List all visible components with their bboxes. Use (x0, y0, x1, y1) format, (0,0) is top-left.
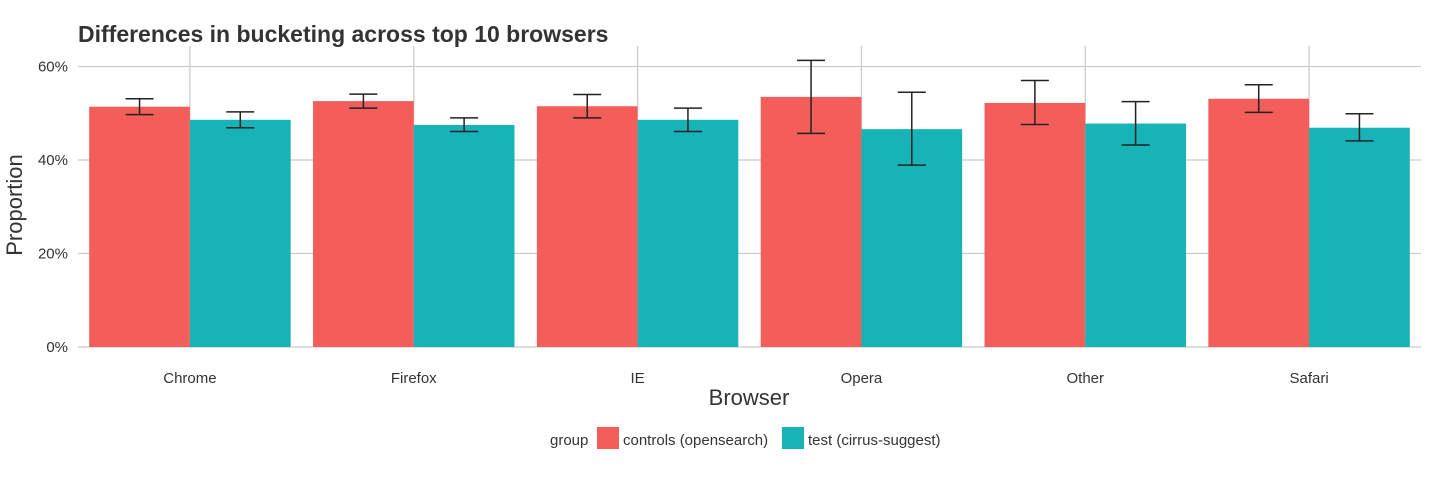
bar (536, 106, 638, 347)
chart-title: Differences in bucketing across top 10 b… (78, 21, 608, 47)
bar (1208, 98, 1310, 347)
error-bar (1345, 112, 1374, 142)
error-bar (450, 117, 479, 133)
bar (984, 102, 1086, 347)
x-tick-label: Safari (1289, 370, 1328, 387)
error-bars (125, 59, 1374, 166)
legend-item: test (cirrus-suggest) (782, 427, 941, 449)
legend-item: controls (opensearch) (597, 427, 768, 449)
x-tick-label: Chrome (163, 370, 216, 387)
y-tick-label: 60% (38, 59, 68, 76)
error-bar (897, 91, 926, 166)
legend: group controls (opensearch) test (cirrus-… (550, 427, 941, 449)
bar (637, 119, 739, 347)
bar (760, 96, 862, 347)
error-bar (349, 93, 378, 109)
x-tick-label: Opera (841, 370, 883, 387)
bar (1085, 123, 1186, 347)
y-axis-title: Proportion (2, 154, 27, 256)
error-bar (797, 59, 826, 135)
error-bar (573, 93, 602, 119)
bar (189, 119, 291, 347)
error-bar (125, 98, 154, 116)
x-tick-label: Other (1066, 370, 1104, 387)
error-bar (673, 107, 702, 133)
legend-swatch (597, 427, 619, 449)
error-bar (1244, 83, 1273, 114)
y-tick-label: 0% (46, 339, 68, 356)
y-axis-ticks: 0% 20% 40% 60% (38, 59, 68, 357)
x-axis-title: Browser (709, 385, 790, 410)
legend-label: test (cirrus-suggest) (808, 432, 941, 449)
x-tick-label: Firefox (391, 370, 437, 387)
bar (413, 124, 515, 347)
x-tick-label: IE (630, 370, 644, 387)
error-bar (226, 111, 255, 129)
x-axis-ticks: Chrome Firefox IE Opera Other Safari (163, 370, 1328, 387)
y-tick-label: 20% (38, 246, 68, 263)
legend-title: group (550, 432, 588, 449)
error-bar (1121, 100, 1150, 146)
bar (89, 106, 190, 347)
bars (89, 96, 1410, 348)
legend-swatch (782, 427, 804, 449)
y-tick-label: 40% (38, 152, 68, 169)
legend-label: controls (opensearch) (623, 432, 768, 449)
bar (1309, 127, 1410, 348)
error-bar (1020, 79, 1049, 126)
bar (313, 101, 414, 347)
